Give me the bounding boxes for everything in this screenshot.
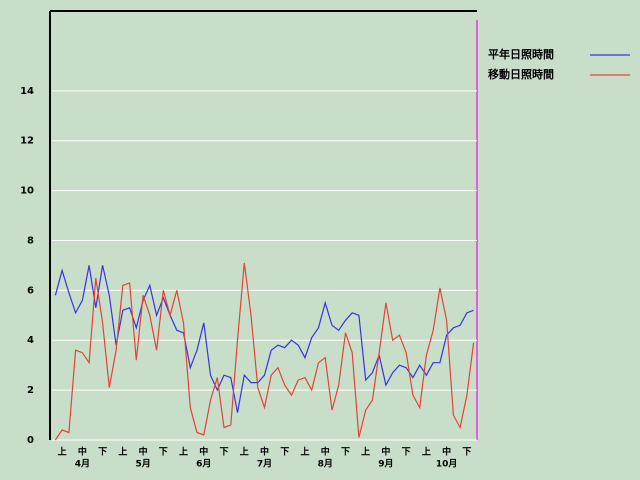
x-tick-label: 中 <box>199 446 208 458</box>
x-tick-label: 上 <box>58 446 67 458</box>
x-tick-label: 上 <box>118 446 127 458</box>
month-label: 5月 <box>135 459 150 470</box>
x-tick-label: 中 <box>381 446 390 458</box>
x-tick-label: 中 <box>260 446 269 458</box>
month-label: 7月 <box>257 459 272 470</box>
y-tick-label: 8 <box>27 235 34 246</box>
x-tick-label: 下 <box>98 447 107 458</box>
x-tick-label: 上 <box>240 446 249 458</box>
x-tick-label: 下 <box>402 447 411 458</box>
month-label: 10月 <box>436 459 458 470</box>
month-label: 8月 <box>318 459 333 470</box>
series-line <box>54 262 475 441</box>
x-tick-label: 下 <box>280 447 289 458</box>
y-tick-label: 2 <box>27 385 34 396</box>
x-tick-label: 上 <box>422 446 431 458</box>
x-tick-label: 上 <box>300 446 309 458</box>
x-tick-label: 下 <box>159 447 168 458</box>
month-label: 6月 <box>196 459 211 470</box>
x-tick-label: 上 <box>361 446 370 458</box>
series-line <box>54 265 474 413</box>
legend-label: 移動日照時間 <box>488 67 554 81</box>
y-tick-label: 4 <box>27 335 34 346</box>
month-label: 4月 <box>75 459 90 470</box>
month-label: 9月 <box>378 459 393 470</box>
y-tick-label: 0 <box>27 435 34 446</box>
y-tick-label: 10 <box>20 186 34 197</box>
x-tick-label: 中 <box>442 446 451 458</box>
x-tick-label: 下 <box>341 447 350 458</box>
legend-label: 平年日照時間 <box>488 47 554 61</box>
x-tick-label: 下 <box>462 447 471 458</box>
x-tick-label: 中 <box>139 446 148 458</box>
y-tick-label: 6 <box>27 285 34 296</box>
x-tick-label: 下 <box>220 447 229 458</box>
x-tick-label: 中 <box>78 446 87 458</box>
x-tick-label: 上 <box>179 446 188 458</box>
x-tick-label: 中 <box>321 446 330 458</box>
y-tick-label: 12 <box>20 136 34 147</box>
y-tick-label: 14 <box>20 86 34 97</box>
